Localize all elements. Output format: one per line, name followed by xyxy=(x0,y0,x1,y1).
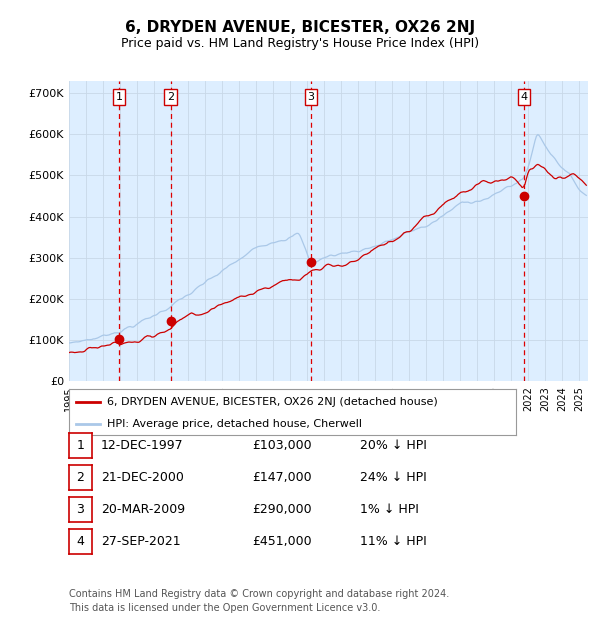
Text: 4: 4 xyxy=(520,92,527,102)
Text: 6, DRYDEN AVENUE, BICESTER, OX26 2NJ: 6, DRYDEN AVENUE, BICESTER, OX26 2NJ xyxy=(125,20,475,35)
Text: Contains HM Land Registry data © Crown copyright and database right 2024.
This d: Contains HM Land Registry data © Crown c… xyxy=(69,588,449,613)
Text: £290,000: £290,000 xyxy=(252,503,311,516)
Text: Price paid vs. HM Land Registry's House Price Index (HPI): Price paid vs. HM Land Registry's House … xyxy=(121,37,479,50)
Text: 3: 3 xyxy=(307,92,314,102)
Text: 1: 1 xyxy=(116,92,122,102)
Text: 3: 3 xyxy=(76,503,85,516)
Text: 20% ↓ HPI: 20% ↓ HPI xyxy=(360,439,427,451)
Bar xyxy=(119,81,170,381)
Text: 4: 4 xyxy=(76,536,85,548)
Text: 27-SEP-2021: 27-SEP-2021 xyxy=(101,536,181,548)
Text: 20-MAR-2009: 20-MAR-2009 xyxy=(101,503,185,516)
Text: 11% ↓ HPI: 11% ↓ HPI xyxy=(360,536,427,548)
Text: £147,000: £147,000 xyxy=(252,471,311,484)
Text: 1% ↓ HPI: 1% ↓ HPI xyxy=(360,503,419,516)
Text: HPI: Average price, detached house, Cherwell: HPI: Average price, detached house, Cher… xyxy=(107,418,362,428)
Text: £103,000: £103,000 xyxy=(252,439,311,451)
Text: 6, DRYDEN AVENUE, BICESTER, OX26 2NJ (detached house): 6, DRYDEN AVENUE, BICESTER, OX26 2NJ (de… xyxy=(107,397,438,407)
Text: 2: 2 xyxy=(76,471,85,484)
Text: 1: 1 xyxy=(76,439,85,451)
Bar xyxy=(311,81,524,381)
Text: 2: 2 xyxy=(167,92,174,102)
Text: 12-DEC-1997: 12-DEC-1997 xyxy=(101,439,184,451)
Text: £451,000: £451,000 xyxy=(252,536,311,548)
Text: 24% ↓ HPI: 24% ↓ HPI xyxy=(360,471,427,484)
Text: 21-DEC-2000: 21-DEC-2000 xyxy=(101,471,184,484)
